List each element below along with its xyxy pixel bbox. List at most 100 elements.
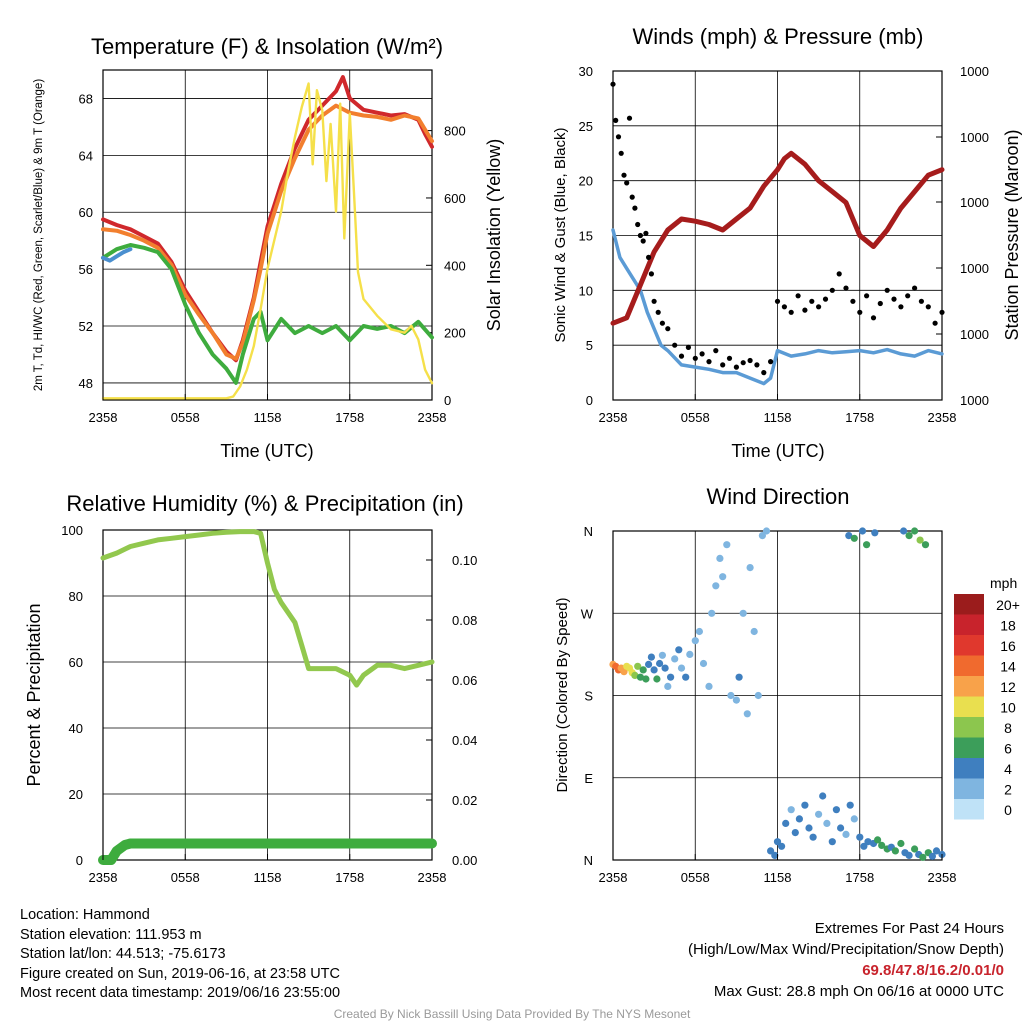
- legend-label: 6: [1004, 741, 1012, 757]
- y-axis-label: Direction (Colored By Speed): [554, 597, 571, 792]
- gust-point: [640, 238, 646, 244]
- legend-title: mph: [990, 575, 1017, 591]
- y-tick-label: 60: [79, 205, 93, 220]
- temperature-insolation-panel: 48 52 56 60 64 68 0 200 400 600 800 2358 0558 1158 175…: [33, 34, 504, 461]
- y-tick-label: 30: [579, 64, 593, 79]
- direction-point: [767, 847, 775, 855]
- x-tick-label: 1158: [254, 870, 282, 885]
- x-tick-label: 1158: [764, 410, 792, 425]
- x-tick-label: 0558: [681, 410, 710, 425]
- winds-pressure-panel: 0510152025301000100010001000100010002358…: [552, 24, 1022, 461]
- gust-point: [726, 355, 733, 361]
- y-tick-label: N: [584, 853, 593, 868]
- x-tick-label: 2358: [418, 870, 447, 885]
- y-tick-label: 40: [69, 721, 83, 736]
- y2-tick-label: 1000: [960, 261, 989, 276]
- legend-label: 12: [1000, 679, 1016, 695]
- x-tick-label: 2358: [928, 870, 957, 885]
- y-tick-label: 0: [586, 393, 593, 408]
- y2-axis-label: Station Pressure (Maroon): [1002, 129, 1022, 340]
- y-tick-label: S: [584, 689, 593, 704]
- legend-label: 2: [1004, 782, 1012, 798]
- y2-tick-label: 600: [444, 191, 466, 206]
- extremes-box: Extremes For Past 24 Hours (High/Low/Max…: [688, 918, 1004, 1002]
- legend-label: 10: [1000, 700, 1016, 716]
- legend-label: 20+: [996, 597, 1020, 613]
- direction-point: [801, 801, 809, 809]
- direction-point: [647, 653, 656, 661]
- gust-point: [747, 357, 753, 364]
- legend-label: 4: [1004, 761, 1012, 777]
- direction-point: [634, 662, 642, 670]
- y2-tick-label: 0.10: [452, 553, 477, 568]
- y2-tick-label: 800: [444, 124, 466, 139]
- gust-point: [692, 355, 698, 361]
- created-text: Figure created on Sun, 2019-06-16, at 23…: [20, 965, 340, 982]
- y-tick-label: 25: [579, 119, 593, 134]
- direction-point: [805, 824, 813, 832]
- y2-tick-label: 0: [444, 393, 451, 408]
- gust-point: [918, 298, 925, 304]
- legend-label: 16: [1000, 638, 1016, 654]
- gust-point: [632, 205, 638, 211]
- y2-axis-label: Solar Insolation (Yellow): [484, 139, 504, 331]
- chart-title: Temperature (F) & Insolation (W/m²): [91, 34, 443, 59]
- gust-point: [613, 117, 619, 123]
- gust-point: [843, 285, 849, 291]
- direction-point: [928, 852, 937, 860]
- x-tick-label: 2358: [599, 410, 628, 425]
- direction-point: [686, 650, 694, 659]
- direction-point: [921, 541, 930, 549]
- gust-point: [651, 298, 657, 304]
- station-info: Location: Hammond Station elevation: 111…: [20, 906, 340, 1004]
- legend-swatch: [954, 614, 984, 635]
- gust-point: [932, 320, 938, 326]
- y2-tick-label: 1000: [960, 130, 989, 145]
- y-tick-label: 56: [79, 262, 93, 277]
- direction-point: [712, 582, 720, 590]
- gust-point: [754, 362, 760, 368]
- gust-point: [733, 364, 740, 370]
- y-axis-label: Sonic Wind & Gust (Blue, Black): [552, 127, 569, 342]
- y-tick-label: 80: [69, 589, 83, 604]
- direction-point: [828, 838, 836, 846]
- x-tick-label: 2358: [928, 410, 957, 425]
- x-tick-label: 2358: [89, 870, 118, 885]
- y2-tick-label: 1000: [960, 327, 989, 342]
- direction-point: [727, 691, 735, 700]
- series-line-wind-chill: [101, 247, 133, 263]
- y2-tick-label: 400: [444, 258, 466, 273]
- gust-point: [648, 271, 655, 277]
- y-tick-label: 48: [79, 376, 93, 391]
- gust-point: [898, 304, 904, 310]
- gust-point: [624, 180, 630, 186]
- direction-point: [863, 541, 871, 549]
- legend-label: 0: [1004, 802, 1012, 818]
- direction-point: [778, 842, 786, 850]
- x-tick-label: 2358: [418, 410, 447, 425]
- gust-point: [809, 298, 815, 304]
- gust-point: [864, 293, 870, 299]
- direction-point: [746, 564, 754, 572]
- gust-point: [672, 342, 678, 348]
- max-gust-text: Max Gust: 28.8 mph On 06/16 at 0000 UTC: [713, 983, 1004, 1000]
- direction-point: [856, 833, 864, 841]
- legend-swatch: [954, 717, 984, 738]
- gust-point: [643, 230, 649, 236]
- direction-point: [645, 660, 653, 669]
- legend-label: 14: [1000, 659, 1016, 675]
- legend-swatch: [954, 635, 984, 656]
- direction-point: [750, 627, 758, 636]
- direction-point: [705, 682, 713, 691]
- location-text: Location: Hammond: [20, 907, 150, 923]
- humidity-precipitation-panel: 0 20 40 60 80 100 0.00 0.02 0.04 0.06 0.08 0.10 2358…: [24, 491, 477, 885]
- direction-point: [795, 815, 804, 823]
- direction-point: [771, 851, 779, 860]
- series-line-precipitation: [98, 838, 437, 865]
- chart-title: Winds (mph) & Pressure (mb): [633, 24, 924, 49]
- x-tick-label: 1758: [335, 410, 364, 425]
- direction-point: [832, 806, 841, 814]
- direction-point: [620, 668, 628, 676]
- y-tick-label: N: [584, 524, 593, 539]
- gust-point: [761, 370, 767, 376]
